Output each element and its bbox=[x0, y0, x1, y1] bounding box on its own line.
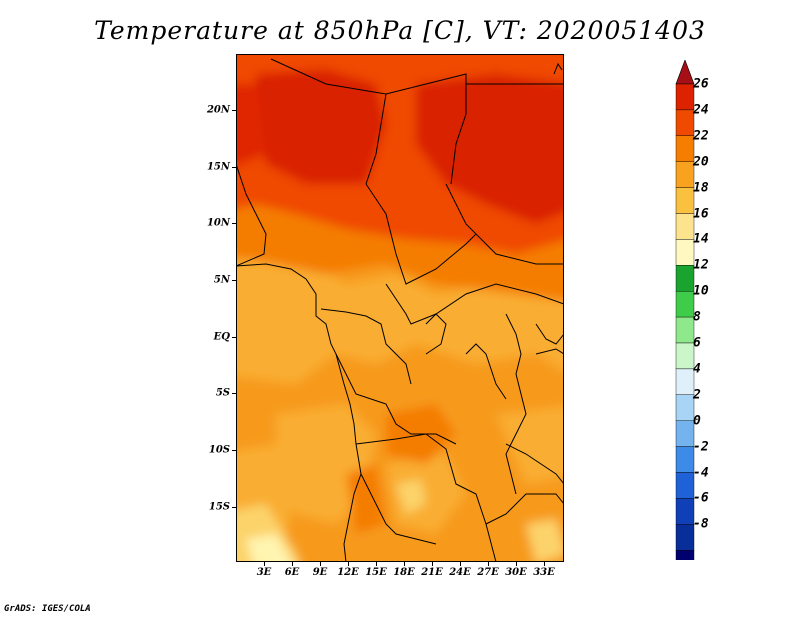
colorbar-level-label: 16 bbox=[693, 206, 709, 221]
lon-label-18e: 18E bbox=[393, 567, 415, 578]
colorbar-swatch bbox=[675, 550, 695, 560]
colorbar-swatch bbox=[675, 498, 695, 525]
colorbar-level-label: 0 bbox=[693, 413, 701, 429]
colorbar-level-label: 20 bbox=[693, 154, 709, 170]
colorbar-level-label: -4 bbox=[693, 465, 709, 480]
lon-label-27e: 27E bbox=[477, 567, 499, 578]
colorbar-swatch bbox=[675, 83, 695, 111]
colorbar-swatch bbox=[675, 213, 695, 240]
lat-label-20n: 20N bbox=[206, 104, 230, 116]
colorbar-swatch bbox=[675, 368, 695, 395]
lon-label-15e: 15E bbox=[365, 567, 387, 578]
colorbar-swatch bbox=[675, 239, 695, 266]
lon-label-6e: 6E bbox=[284, 567, 300, 578]
colorbar-swatch bbox=[675, 290, 695, 318]
lon-label-21e: 21E bbox=[421, 567, 443, 578]
lon-tick bbox=[376, 562, 377, 566]
colorbar-swatch bbox=[675, 316, 695, 344]
colorbar-level-label: 10 bbox=[693, 283, 709, 299]
colorbar-level-label: 14 bbox=[693, 231, 709, 247]
lat-tick bbox=[232, 450, 236, 451]
colorbar-top-arrow bbox=[675, 60, 695, 85]
colorbar-swatch bbox=[675, 109, 695, 137]
lon-label-9e: 9E bbox=[312, 567, 328, 578]
colorbar bbox=[675, 60, 695, 560]
lon-tick bbox=[488, 562, 489, 566]
colorbar-swatch bbox=[675, 161, 695, 188]
chart-title: Temperature at 850hPa [C], VT: 202005140… bbox=[94, 16, 706, 45]
colorbar-level-label: 22 bbox=[693, 128, 709, 144]
lon-label-30e: 30E bbox=[505, 567, 527, 578]
lat-label-15n: 15N bbox=[206, 161, 230, 173]
colorbar-level-label: 24 bbox=[693, 102, 709, 118]
lon-tick bbox=[544, 562, 545, 566]
colorbar-level-label: 8 bbox=[693, 309, 701, 325]
lon-tick bbox=[348, 562, 349, 566]
lat-label-10n: 10N bbox=[206, 217, 230, 229]
lat-tick bbox=[232, 507, 236, 508]
colorbar-swatch bbox=[675, 472, 695, 499]
colorbar-level-label: -6 bbox=[693, 490, 709, 506]
lat-tick bbox=[232, 337, 236, 338]
lat-tick bbox=[232, 223, 236, 224]
lon-tick bbox=[460, 562, 461, 566]
lon-label-24e: 24E bbox=[449, 567, 471, 578]
colorbar-swatch bbox=[675, 524, 695, 551]
lat-label-5s: 5S bbox=[215, 387, 230, 399]
lon-tick bbox=[404, 562, 405, 566]
lon-label-33e: 33E bbox=[533, 567, 555, 578]
lat-tick bbox=[232, 110, 236, 111]
lon-tick bbox=[320, 562, 321, 566]
lon-tick bbox=[292, 562, 293, 566]
colorbar-swatch bbox=[675, 420, 695, 447]
lat-label-5n: 5N bbox=[213, 274, 230, 286]
grads-credit: GrADS: IGES/COLA bbox=[4, 604, 91, 614]
colorbar-level-label: 18 bbox=[693, 180, 709, 196]
colorbar-level-label: -8 bbox=[693, 516, 709, 532]
colorbar-level-label: 2 bbox=[693, 387, 701, 403]
lat-tick bbox=[232, 280, 236, 281]
lon-label-12e: 12E bbox=[337, 567, 359, 578]
lon-tick bbox=[516, 562, 517, 566]
colorbar-swatch bbox=[675, 446, 695, 473]
colorbar-swatch bbox=[675, 187, 695, 214]
lon-label-3e: 3E bbox=[256, 567, 272, 578]
lon-tick bbox=[432, 562, 433, 566]
lon-tick bbox=[264, 562, 265, 566]
colorbar-swatch bbox=[675, 342, 695, 370]
colorbar-swatch bbox=[675, 394, 695, 421]
colorbar-level-label: 12 bbox=[693, 257, 709, 273]
colorbar-level-label: -2 bbox=[693, 439, 709, 455]
lat-tick bbox=[232, 393, 236, 394]
colorbar-level-label: 4 bbox=[693, 361, 701, 377]
colorbar-level-label: 6 bbox=[693, 335, 701, 351]
lat-label-eq: EQ bbox=[213, 331, 230, 343]
lat-label-15s: 15S bbox=[208, 501, 230, 513]
lat-tick bbox=[232, 167, 236, 168]
colorbar-swatch bbox=[675, 135, 695, 162]
lat-label-10s: 10S bbox=[208, 444, 230, 456]
temperature-map bbox=[236, 54, 564, 562]
colorbar-level-label: 26 bbox=[693, 76, 709, 92]
colorbar-swatch bbox=[675, 265, 695, 292]
